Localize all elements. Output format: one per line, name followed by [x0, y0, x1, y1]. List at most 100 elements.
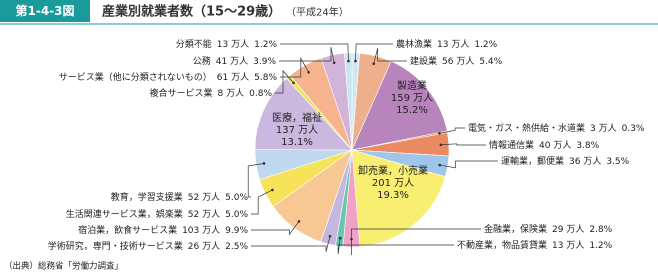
- slice-label: 複合サービス業 8 万人 0.8%: [150, 87, 273, 99]
- slice-label-part: 公務: [193, 55, 211, 67]
- slice-label-part: 0.3%: [622, 124, 645, 134]
- slice-label-part: 宿泊業，飲食サービス業: [78, 224, 177, 236]
- leader-line: [251, 221, 300, 236]
- pie-slice: [351, 149, 446, 248]
- leader-line: [251, 189, 273, 215]
- leader-line: [373, 48, 407, 64]
- chart-subtitle: （平成24年）: [286, 6, 349, 19]
- slice-label: 学術研究，専門・技術サービス業 26 万人 2.5%: [48, 240, 249, 252]
- slice-label: サービス業（他に分類されないもの） 61 万人 5.8%: [59, 71, 278, 83]
- slice-label-part: 学術研究，専門・技術サービス業: [48, 240, 183, 252]
- leader-dot: [372, 62, 376, 66]
- slice-label-part: 13 万人: [437, 39, 469, 50]
- leader-dot: [439, 143, 443, 147]
- slice-label: 137 万人: [276, 124, 318, 136]
- slice-label-part: 1.2%: [589, 241, 612, 251]
- slice-label: 生活関連サービス業，娯楽業 52 万人 5.0%: [66, 208, 249, 220]
- slice-label-part: 13 万人: [217, 39, 249, 50]
- slice-label: 宿泊業，飲食サービス業 103 万人 9.9%: [78, 224, 248, 236]
- slice-label: 分類不能 13 万人 1.2%: [176, 38, 278, 50]
- leader-line: [355, 43, 393, 62]
- slice-label-part: 9.9%: [225, 226, 248, 236]
- slice-label-part: 不動産業，物品賃貸業: [457, 239, 547, 251]
- leader-line: [439, 127, 465, 134]
- slice-label: 不動産業，物品賃貸業 13 万人 1.2%: [457, 239, 613, 251]
- slice-label-part: 2.5%: [225, 242, 248, 252]
- slice-label-part: 52 万人: [188, 192, 220, 203]
- slice-label: 電気・ガス・熱供給・水道業 3 万人 0.3%: [468, 122, 645, 134]
- leader-dot: [438, 132, 441, 135]
- slice-label-part: 分類不能: [176, 38, 212, 50]
- leader-dot: [354, 59, 357, 63]
- slice-label-part: 2.8%: [589, 225, 612, 235]
- slice-label-part: サービス業（他に分類されないもの）: [59, 71, 212, 83]
- slice-label-part: 複合サービス業: [150, 87, 213, 99]
- badge-bg: [0, 0, 90, 22]
- slice-label-part: 0.8%: [249, 89, 272, 99]
- slice-label-part: 3 万人: [590, 123, 617, 134]
- slice-label-part: 5.8%: [254, 73, 277, 83]
- slice-label-part: 5.0%: [225, 210, 248, 220]
- source: （出典）総務省「労働力調査」: [4, 261, 123, 272]
- slice-label-part: 5.4%: [479, 57, 502, 67]
- slice-label: 15.2%: [396, 105, 428, 116]
- chart-title: 産業別就業者数（15～29歳）: [102, 4, 281, 20]
- slice-label-part: 生活関連サービス業，娯楽業: [66, 208, 183, 220]
- leader-line: [351, 228, 481, 256]
- slice-label: 19.3%: [377, 190, 409, 201]
- slice-label-part: 41 万人: [216, 56, 248, 67]
- slice-label-part: 29 万人: [552, 224, 584, 235]
- slice-label: 卸売業，小売業: [358, 164, 428, 177]
- leader-dot: [332, 61, 336, 65]
- slice-label-part: 情報通信業: [489, 139, 534, 151]
- leader-line: [280, 56, 309, 78]
- slice-label: 建設業 56 万人 5.4%: [410, 55, 503, 67]
- slice-label-part: 電気・ガス・熱供給・水道業: [468, 122, 585, 134]
- leader-dot: [292, 81, 295, 85]
- slice-label: 製造業: [397, 79, 427, 92]
- slice-label-part: 56 万人: [442, 56, 474, 67]
- slice-label-part: 13 万人: [552, 240, 584, 251]
- pie-slice: [351, 60, 448, 151]
- slice-label-part: 運輸業，郵便業: [501, 155, 564, 167]
- slice-label-part: 1.2%: [474, 40, 497, 50]
- slice-label: 運輸業，郵便業 36 万人 3.5%: [501, 155, 630, 167]
- leader-dot: [438, 163, 442, 167]
- leader-line: [251, 236, 331, 252]
- slice-label: 教育，学習支援業 52 万人 5.0%: [111, 191, 249, 203]
- slice-label-part: 金融業，保険業: [484, 223, 547, 235]
- slice-label-part: 5.0%: [225, 193, 248, 203]
- slice-label: 159 万人: [391, 92, 433, 104]
- slice-label-part: 建設業: [410, 55, 437, 67]
- slice-label-part: 103 万人: [182, 225, 220, 236]
- slice-label-part: 1.2%: [254, 40, 277, 50]
- leader-line: [440, 143, 486, 146]
- slice-label-part: 40 万人: [539, 140, 571, 151]
- slice-label-part: 8 万人: [218, 88, 245, 99]
- leader-line: [279, 47, 335, 63]
- slice-label: 情報通信業 40 万人 3.8%: [489, 139, 600, 151]
- leader-line: [247, 163, 265, 198]
- slice-label-part: 3.8%: [576, 141, 599, 151]
- slice-label: 農林漁業 13 万人 1.2%: [396, 38, 498, 50]
- slice-label-part: 3.9%: [253, 57, 276, 67]
- slice-label: 金融業，保険業 29 万人 2.8%: [484, 223, 613, 235]
- slice-label-part: 61 万人: [217, 72, 249, 83]
- pie-slice: [254, 78, 353, 151]
- slice-label: 13.1%: [281, 137, 313, 148]
- leader-dot: [328, 234, 332, 238]
- slice-label: 201 万人: [372, 177, 414, 189]
- slice-label: 医療，福祉: [272, 111, 322, 124]
- slice-label-part: 3.5%: [606, 157, 629, 167]
- leader-dot: [338, 236, 342, 240]
- leader-line: [280, 43, 349, 62]
- leader-dot: [271, 188, 274, 192]
- leader-dot: [307, 70, 310, 74]
- slice-label-part: 26 万人: [188, 241, 220, 252]
- leader-line: [337, 238, 454, 255]
- leader-dot: [297, 220, 301, 223]
- slice-label-part: 教育，学習支援業: [111, 191, 183, 203]
- leader-line: [439, 160, 498, 169]
- leader-dot: [350, 237, 353, 241]
